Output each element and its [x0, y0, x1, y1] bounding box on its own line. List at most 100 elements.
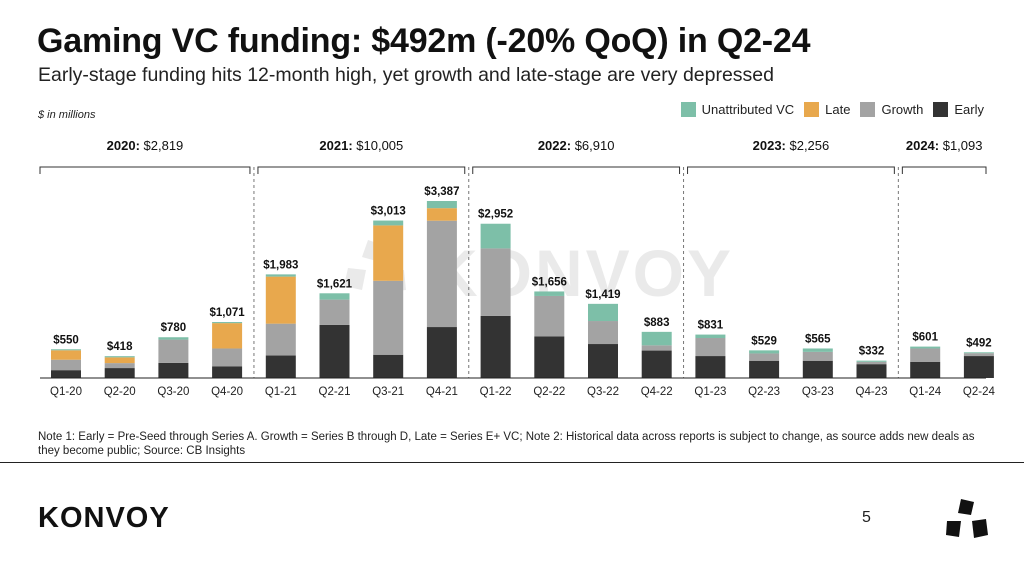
bar-growth-q4-23: [856, 361, 887, 365]
total-label-q4-21: $3,387: [424, 186, 459, 198]
total-label-q2-21: $1,621: [317, 278, 353, 290]
units-note: $ in millions: [38, 109, 96, 121]
bar-early-q4-21: [426, 327, 457, 378]
bar-early-q3-23: [802, 360, 833, 378]
bar-unattributed-vc-q2-23: [749, 350, 780, 354]
page-title: Gaming VC funding: $492m (-20% QoQ) in Q…: [37, 22, 811, 60]
x-tick-label-q1-24: Q1-24: [909, 386, 942, 398]
x-tick-label-q3-21: Q3-21: [372, 386, 404, 398]
bar-early-q1-24: [910, 361, 941, 378]
page-subtitle: Early-stage funding hits 12-month high, …: [38, 64, 775, 86]
chart-legend: Unattributed VC Late Growth Early: [680, 102, 984, 117]
legend-item-unattributed: Unattributed VC: [680, 102, 795, 117]
x-tick-label-q1-21: Q1-21: [265, 386, 297, 398]
bar-unattributed-vc-q3-21: [373, 220, 404, 226]
bar-growth-q3-23: [802, 351, 833, 361]
bar-unattributed-vc-q2-22: [534, 291, 565, 296]
total-label-q1-20: $550: [53, 334, 79, 346]
legend-item-early: Early: [933, 102, 984, 117]
total-label-q2-22: $1,656: [532, 276, 567, 288]
bar-unattributed-vc-q4-20: [212, 322, 243, 324]
bar-early-q3-22: [588, 344, 618, 378]
legend-label-late: Late: [825, 102, 851, 117]
legend-item-growth: Growth: [860, 102, 923, 117]
x-tick-label-q2-24: Q2-24: [963, 386, 996, 398]
bar-unattributed-vc-q4-21: [426, 201, 457, 209]
x-tick-label-q3-23: Q3-23: [802, 386, 834, 398]
bar-growth-q4-20: [212, 348, 243, 367]
bar-early-q2-20: [104, 368, 135, 378]
bar-late-q4-21: [426, 208, 457, 221]
footer-divider: [0, 462, 1024, 463]
bar-unattributed-vc-q3-22: [588, 303, 618, 322]
bar-early-q1-22: [480, 315, 511, 378]
year-bracket-2022: [472, 166, 681, 174]
total-label-q2-23: $529: [751, 335, 777, 347]
watermark-text: KONVOY: [430, 236, 734, 310]
bar-unattributed-vc-q4-23: [856, 360, 887, 362]
total-label-q3-22: $1,419: [585, 289, 620, 301]
x-tick-label-q3-20: Q3-20: [157, 386, 189, 398]
bar-unattributed-vc-q3-23: [802, 348, 833, 352]
bar-early-q2-24: [963, 356, 994, 378]
bar-early-q1-21: [265, 355, 296, 378]
x-tick-label-q2-21: Q2-21: [319, 386, 351, 398]
year-bracket-2020: [39, 166, 251, 174]
bar-growth-q2-21: [319, 299, 350, 325]
bar-early-q3-20: [158, 362, 189, 378]
year-total-label-2020: 2020: $2,819: [107, 138, 184, 153]
x-tick-label-q1-22: Q1-22: [480, 386, 512, 398]
total-label-q1-24: $601: [912, 332, 938, 344]
legend-label-unattributed: Unattributed VC: [701, 102, 795, 117]
legend-swatch-growth: [860, 102, 876, 117]
bar-growth-q2-24: [963, 353, 994, 357]
bar-late-q3-21: [373, 225, 404, 281]
bar-unattributed-vc-q1-21: [265, 274, 296, 277]
total-label-q1-23: $831: [698, 320, 724, 332]
bar-growth-q1-22: [480, 248, 511, 316]
bar-growth-q4-21: [426, 220, 457, 328]
stacked-bar-chart: KONVOY 2020: $2,819 2021: $10,005 2022: $6…: [39, 138, 996, 398]
bar-growth-q1-24: [910, 348, 941, 362]
total-label-q1-21: $1,983: [263, 259, 298, 271]
total-label-q4-22: $883: [644, 317, 670, 329]
total-label-q4-23: $332: [859, 346, 885, 358]
x-tick-label-q4-20: Q4-20: [211, 386, 243, 398]
bar-late-q1-20: [51, 350, 81, 360]
bar-unattributed-vc-q4-22: [641, 331, 672, 346]
bar-late-q1-21: [265, 276, 296, 324]
bar-early-q2-21: [319, 324, 350, 378]
year-total-label-2023: 2023: $2,256: [753, 138, 830, 153]
bar-late-q2-20: [104, 357, 135, 364]
legend-swatch-late: [804, 102, 820, 117]
bar-early-q2-23: [749, 360, 780, 378]
total-label-q3-23: $565: [805, 333, 831, 345]
year-total-label-2022: 2022: $6,910: [538, 138, 615, 153]
total-label-q2-20: $418: [107, 341, 133, 353]
bar-unattributed-vc-q2-21: [319, 293, 350, 300]
bar-unattributed-vc-q2-20: [104, 356, 135, 358]
legend-item-late: Late: [804, 102, 850, 117]
x-tick-label-q4-22: Q4-22: [641, 386, 673, 398]
x-tick-label-q4-23: Q4-23: [856, 386, 888, 398]
x-tick-label-q1-23: Q1-23: [694, 386, 726, 398]
bar-growth-q3-21: [373, 280, 404, 355]
bar-growth-q3-22: [588, 321, 618, 345]
bar-growth-q3-20: [158, 339, 189, 363]
bar-early-q1-20: [51, 370, 81, 378]
x-tick-label-q4-21: Q4-21: [426, 386, 458, 398]
x-tick-label-q3-22: Q3-22: [587, 386, 619, 398]
konvoy-logo: KONVOY: [38, 502, 170, 534]
bar-unattributed-vc-q1-23: [695, 334, 726, 339]
x-tick-label-q2-22: Q2-22: [533, 386, 565, 398]
footnote: Note 1: Early = Pre-Seed through Series …: [38, 431, 975, 457]
x-tick-label-q2-23: Q2-23: [748, 386, 780, 398]
bar-unattributed-vc-q2-24: [963, 352, 994, 354]
x-tick-label-q2-20: Q2-20: [104, 386, 136, 398]
bar-growth-q2-23: [749, 353, 780, 361]
bar-growth-q1-21: [265, 323, 296, 356]
bar-unattributed-vc-q1-24: [910, 346, 941, 349]
legend-swatch-unattributed: [680, 102, 696, 117]
year-bracket-2024: [901, 166, 987, 174]
year-total-label-2021: 2021: $10,005: [319, 138, 403, 153]
